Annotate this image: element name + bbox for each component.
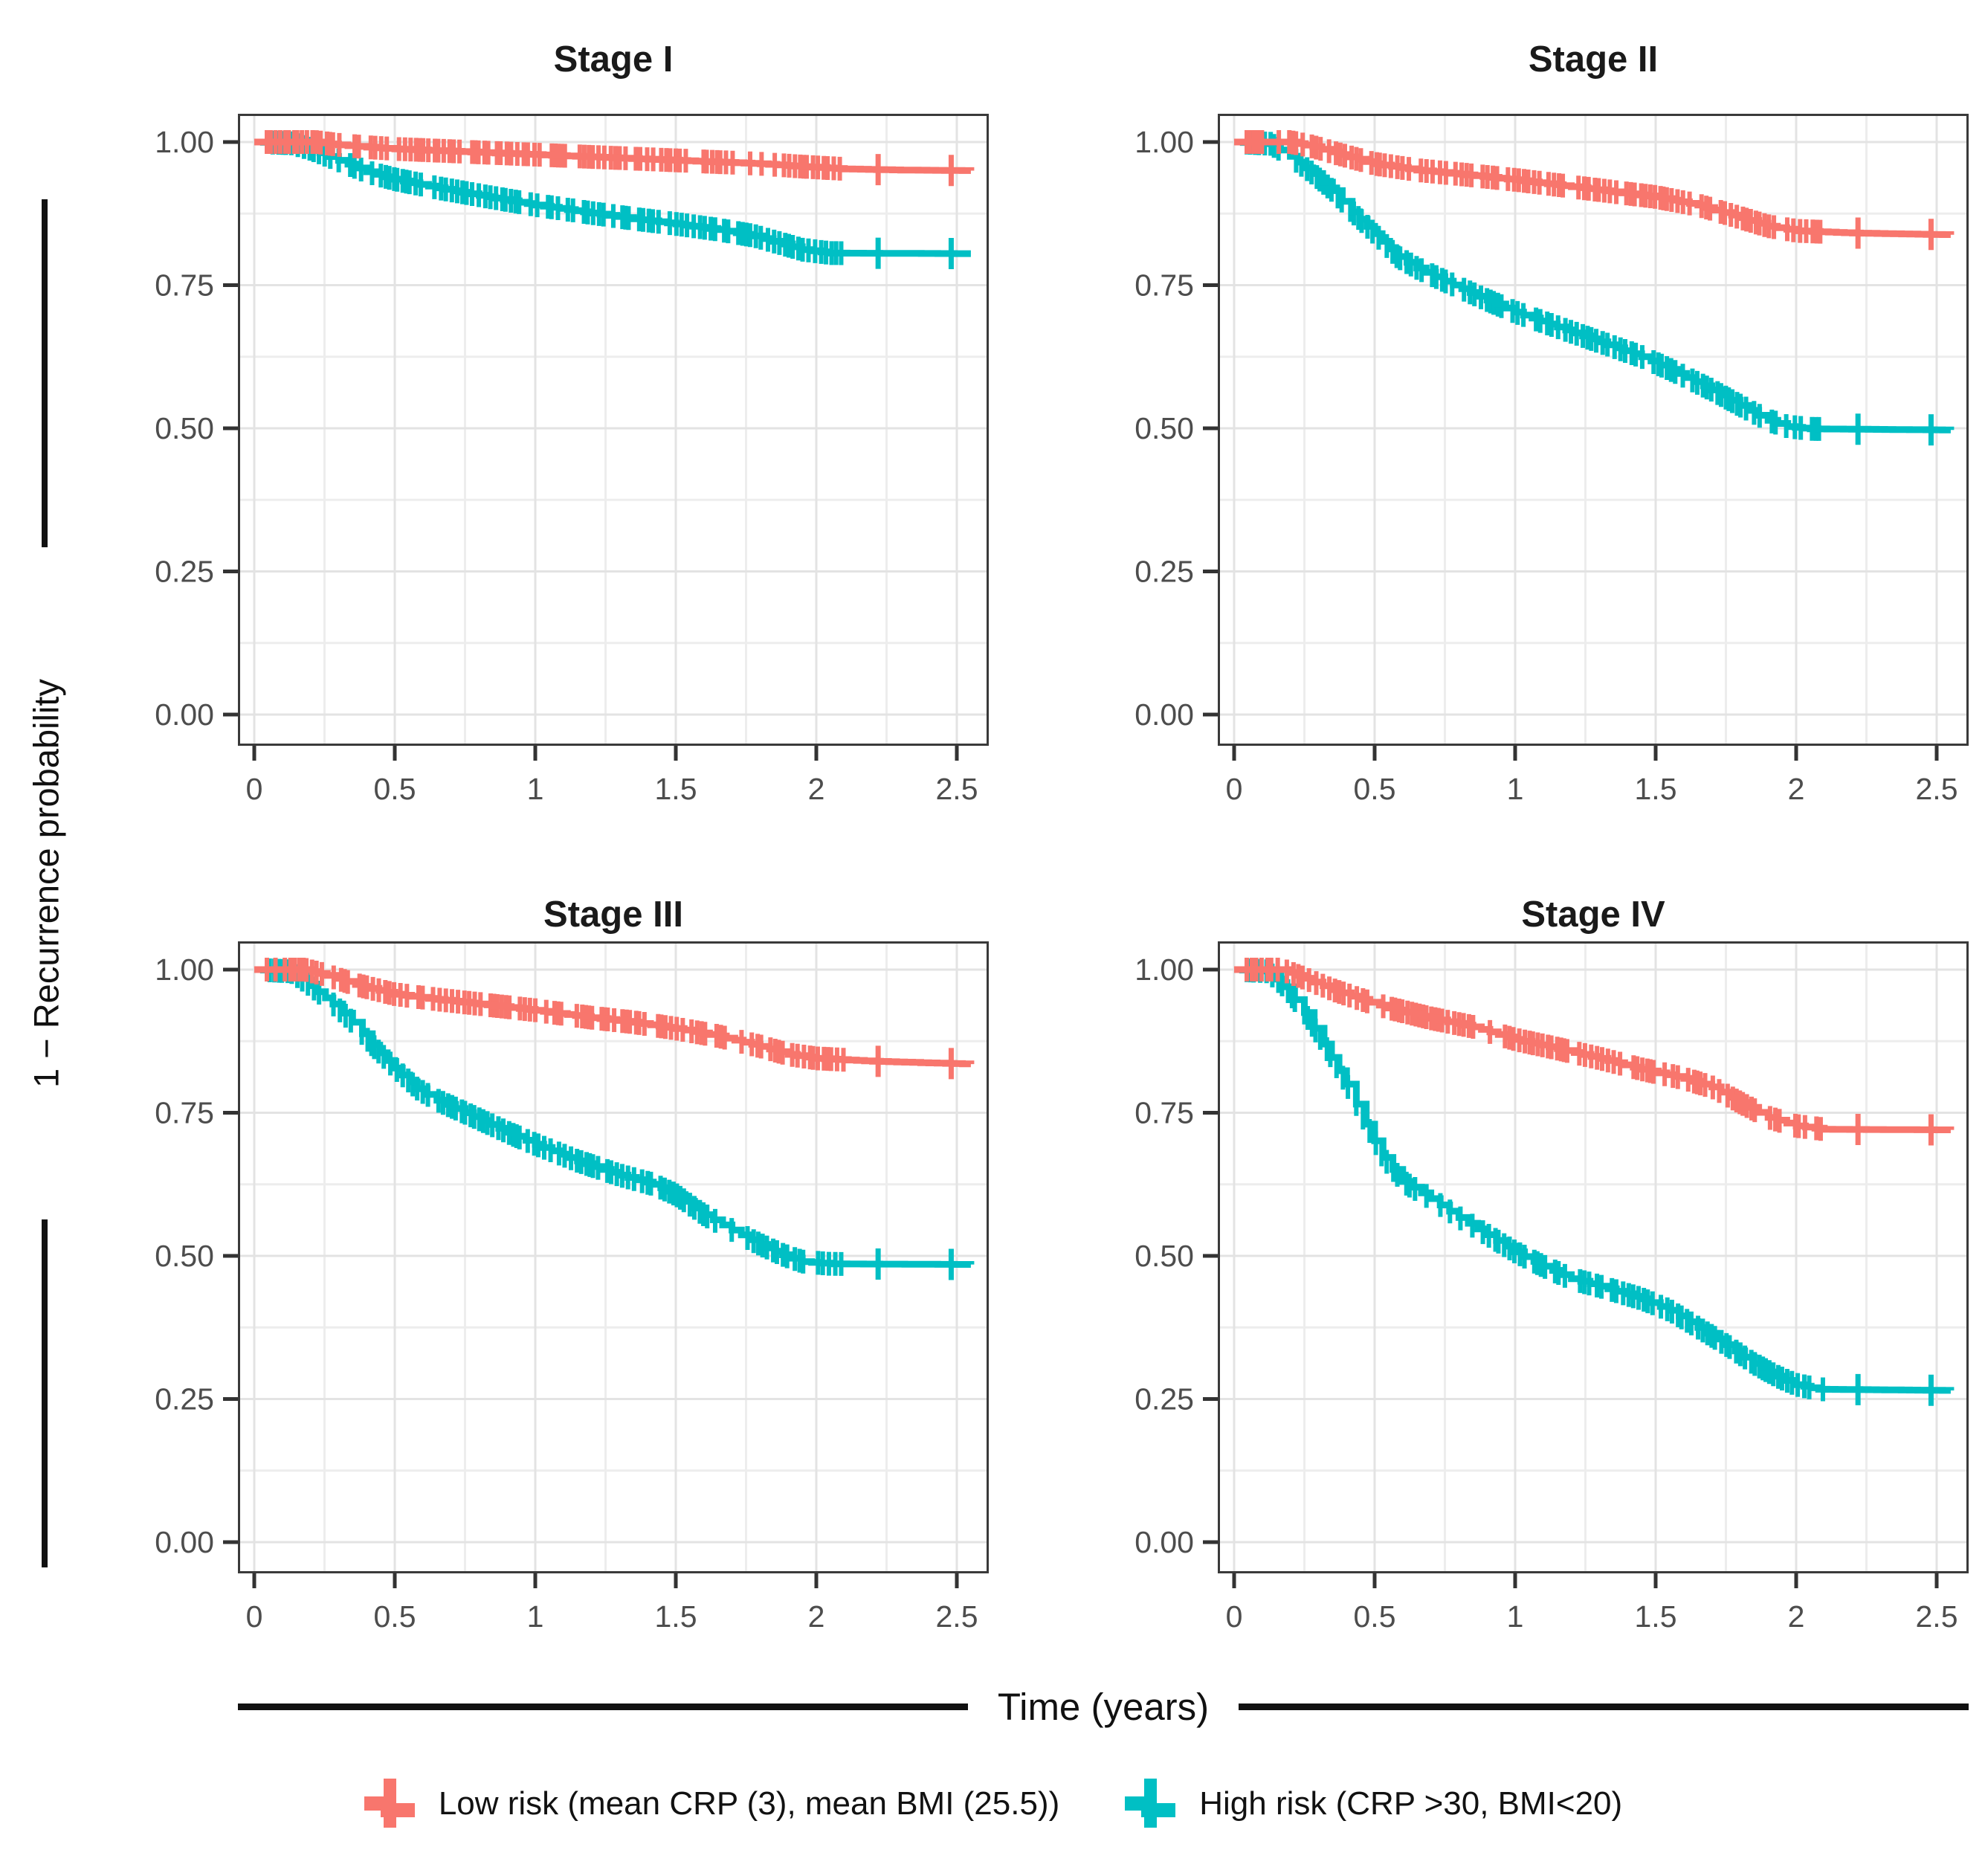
- legend-item-low-risk: Low risk (mean CRP (3), mean BMI (25.5)): [363, 1776, 1059, 1832]
- y-tick-label: 0.75: [1134, 1096, 1194, 1130]
- x-tick-label: 0.5: [374, 1599, 416, 1634]
- panel-title: Stage II: [1528, 39, 1659, 80]
- y-tick-label: 0.25: [1134, 555, 1194, 589]
- x-tick-label: 1.5: [1635, 1599, 1677, 1634]
- km-plot-stage-i: 1.00 0.75 0.50 0.25 0.00 0 0.5 1 1.5 2 2.5: [155, 114, 989, 806]
- survival-step-line: [254, 966, 975, 1268]
- x-tick-label: 2: [808, 772, 825, 806]
- x-tick-label: 0.5: [374, 772, 416, 806]
- x-tick-label: 0: [1226, 772, 1243, 806]
- panel-title: Stage III: [543, 894, 683, 935]
- panel-stage-iii: Stage III 1.00 0.75 0.50 0.25 0.00 0 0.5 1 1.5 2 2…: [155, 895, 989, 1634]
- km-curve-high-risk: [1234, 130, 1955, 446]
- y-axis-title: 1 − Recurrence probability: [26, 679, 66, 1088]
- y-tick-label: 1.00: [1134, 125, 1194, 159]
- km-plot-stage-iii: 1.00 0.75 0.50 0.25 0.00 0 0.5 1 1.5 2 2.5: [155, 941, 989, 1634]
- y-tick-label: 1.00: [155, 125, 214, 159]
- legend-key-censor-bar: [1144, 1779, 1158, 1828]
- y-tick-label: 0.50: [1134, 411, 1194, 445]
- km-plot-stage-ii: 1.00 0.75 0.50 0.25 0.00 0 0.5 1 1.5 2 2.5: [1134, 114, 1969, 806]
- survival-step-line: [254, 138, 975, 174]
- axis-ticks: 1.00 0.75 0.50 0.25 0.00 0 0.5 1 1.5 2 2.5: [155, 952, 978, 1634]
- x-tick-label: 2.5: [1916, 772, 1958, 806]
- survival-step-line: [254, 966, 975, 1068]
- panel-border: [1218, 114, 1969, 746]
- panel-title: Stage IV: [1521, 894, 1665, 935]
- gridlines: [238, 941, 989, 1573]
- y-tick-label: 0.75: [155, 268, 214, 303]
- x-tick-label: 0.5: [1354, 772, 1396, 806]
- legend-key-censor-bar: [383, 1779, 396, 1828]
- y-tick-label: 0.50: [1134, 1239, 1194, 1273]
- y-tick-label: 0.25: [155, 1382, 214, 1416]
- legend: Low risk (mean CRP (3), mean BMI (25.5))…: [0, 1776, 1985, 1832]
- x-tick-label: 0: [246, 772, 263, 806]
- y-tick-label: 0.50: [155, 411, 214, 445]
- panel-border: [238, 941, 989, 1573]
- x-tick-label: 1: [527, 772, 544, 806]
- x-tick-label: 1: [1507, 772, 1524, 806]
- km-curve-low-risk: [254, 130, 975, 187]
- survival-step-line: [1234, 138, 1955, 238]
- legend-label-low-risk: Low risk (mean CRP (3), mean BMI (25.5)): [438, 1785, 1060, 1822]
- axis-ticks: 1.00 0.75 0.50 0.25 0.00 0 0.5 1 1.5 2 2.5: [1134, 952, 1957, 1634]
- panel-stage-ii: Stage II 1.00 0.75 0.50 0.25 0.00 0 0.5 1 1.5 2 2.…: [1134, 39, 1969, 806]
- x-tick-label: 1.5: [1635, 772, 1677, 806]
- km-curve-high-risk: [1234, 958, 1955, 1406]
- panel-border: [1218, 941, 1969, 1573]
- km-plot-stage-iv: 1.00 0.75 0.50 0.25 0.00 0 0.5 1 1.5 2 2.5: [1134, 941, 1969, 1634]
- x-tick-label: 0: [246, 1599, 263, 1634]
- x-axis-rule-right: [1239, 1703, 1969, 1710]
- x-tick-label: 1: [1507, 1599, 1524, 1634]
- censor-plus-icon-high-risk: [1125, 1779, 1176, 1828]
- km-curve-low-risk: [254, 958, 975, 1080]
- survival-step-line: [1234, 138, 1955, 433]
- x-tick-label: 2.5: [936, 1599, 978, 1634]
- x-tick-label: 2.5: [1916, 1599, 1958, 1634]
- x-axis-rule-left: [238, 1703, 968, 1710]
- x-tick-label: 2: [808, 1599, 825, 1634]
- legend-label-high-risk: High risk (CRP >30, BMI<20): [1199, 1785, 1623, 1822]
- x-tick-label: 1.5: [655, 1599, 697, 1634]
- x-tick-label: 2: [1788, 772, 1805, 806]
- panel-stage-iv: Stage IV 1.00 0.75 0.50 0.25 0.00 0 0.5 1 1.5 2 2.…: [1134, 895, 1969, 1634]
- gridlines: [1218, 941, 1969, 1573]
- y-tick-label: 0.25: [155, 555, 214, 589]
- legend-item-high-risk: High risk (CRP >30, BMI<20): [1123, 1776, 1622, 1832]
- panel-stage-i: Stage I 1.00 0.75 0.50 0.25 0.00 0 0.5 1 1.5 2 2.5: [155, 39, 989, 806]
- x-tick-label: 0: [1226, 1599, 1243, 1634]
- survival-step-line: [254, 138, 971, 257]
- censor-plus-icon-low-risk: [364, 1779, 415, 1828]
- survival-step-line: [1234, 966, 1955, 1394]
- y-axis-rule-bottom: [42, 1219, 48, 1567]
- axis-ticks: 1.00 0.75 0.50 0.25 0.00 0 0.5 1 1.5 2 2.5: [1134, 125, 1957, 806]
- y-tick-label: 0.75: [155, 1096, 214, 1130]
- km-curve-low-risk: [1234, 130, 1955, 251]
- y-tick-label: 0.00: [1134, 697, 1194, 732]
- y-tick-label: 0.00: [155, 697, 214, 732]
- km-curve-low-risk: [1234, 958, 1955, 1146]
- y-tick-label: 1.00: [1134, 952, 1194, 987]
- y-tick-label: 1.00: [155, 952, 214, 987]
- km-curve-high-risk: [254, 130, 971, 270]
- x-tick-label: 1.5: [655, 772, 697, 806]
- x-axis-title: Time (years): [997, 1686, 1210, 1728]
- km-curve-high-risk: [254, 958, 975, 1280]
- y-tick-label: 0.75: [1134, 268, 1194, 303]
- x-tick-label: 2.5: [936, 772, 978, 806]
- x-tick-label: 0.5: [1354, 1599, 1396, 1634]
- y-tick-label: 0.00: [1134, 1525, 1194, 1559]
- x-tick-label: 2: [1788, 1599, 1805, 1634]
- y-tick-label: 0.50: [155, 1239, 214, 1273]
- y-tick-label: 0.00: [155, 1525, 214, 1559]
- x-tick-label: 1: [527, 1599, 544, 1634]
- axis-ticks: 1.00 0.75 0.50 0.25 0.00 0 0.5 1 1.5 2 2.5: [155, 125, 978, 806]
- panel-border: [238, 114, 989, 746]
- y-axis-rule-top: [42, 199, 48, 547]
- survival-step-line: [1234, 966, 1955, 1133]
- x-axis-title-assembly: Time (years): [238, 1685, 1969, 1729]
- panel-title: Stage I: [553, 39, 674, 80]
- y-tick-label: 0.25: [1134, 1382, 1194, 1416]
